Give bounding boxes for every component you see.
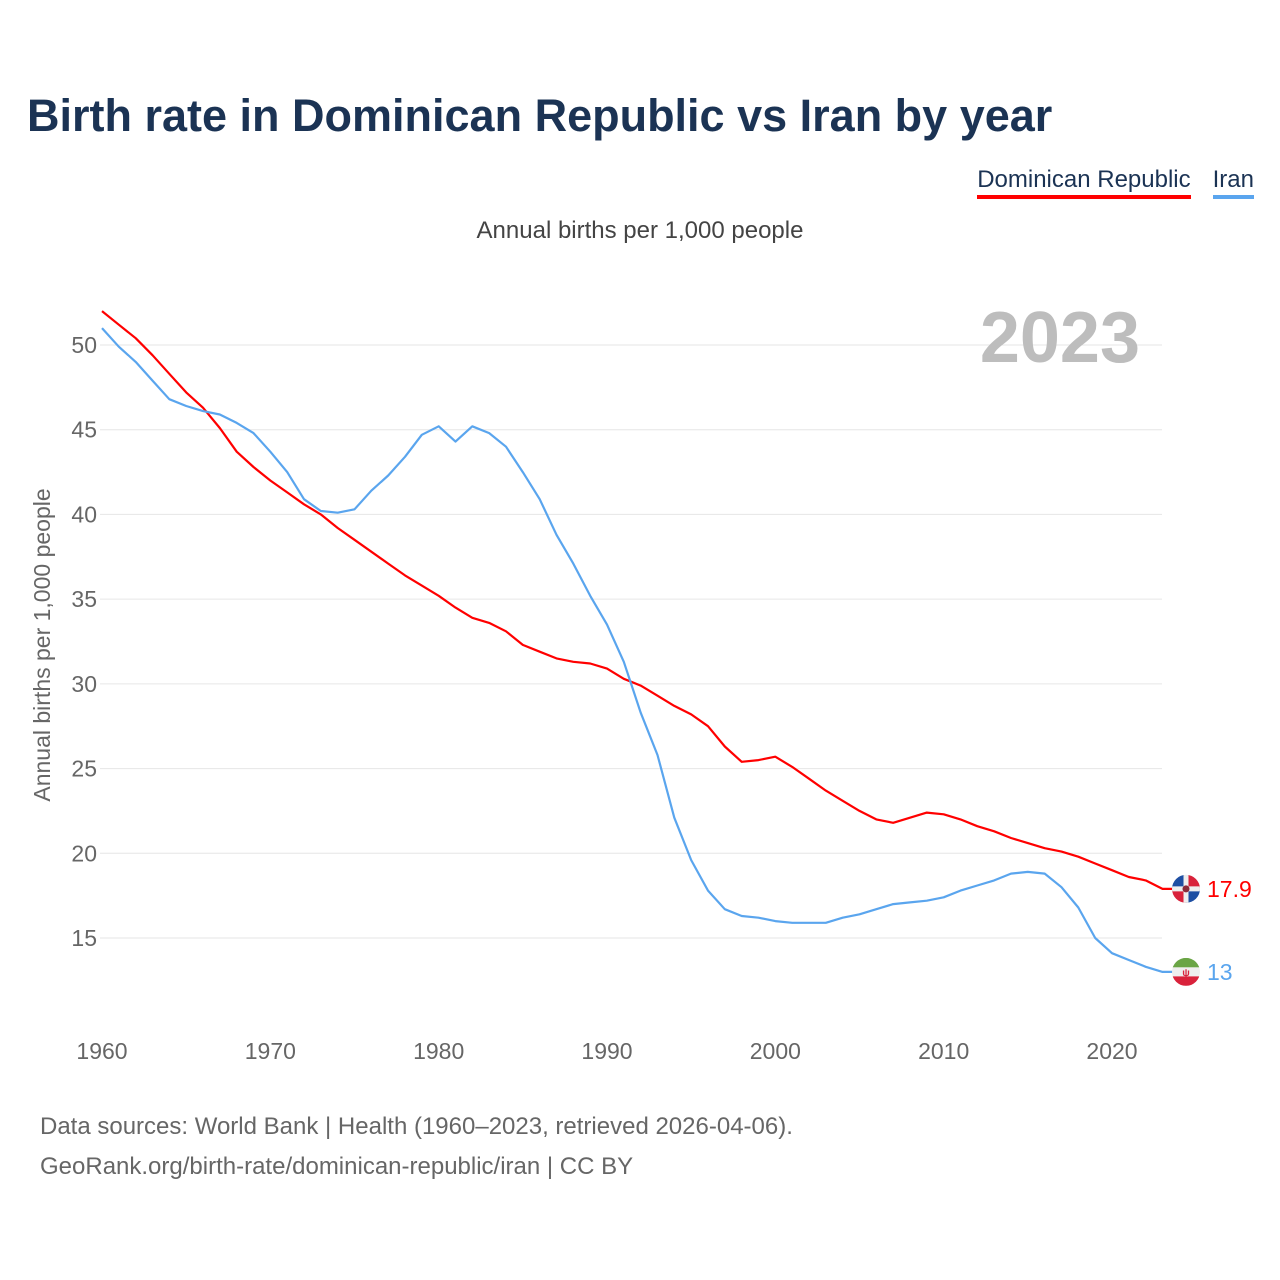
y-tick-label: 25 — [71, 756, 97, 782]
x-tick-label: 2020 — [1086, 1038, 1137, 1064]
x-tick-label: 1980 — [413, 1038, 464, 1064]
legend-item-dominican-republic[interactable]: Dominican Republic — [977, 166, 1191, 199]
x-tick-label: 2000 — [750, 1038, 801, 1064]
end-value-label: 17.9 — [1207, 876, 1252, 902]
svg-text:ψ: ψ — [1182, 968, 1190, 979]
source-line-1: Data sources: World Bank | Health (1960–… — [40, 1113, 793, 1140]
x-tick-label: 1960 — [76, 1038, 127, 1064]
source-line-2[interactable]: GeoRank.org/birth-rate/dominican-republi… — [40, 1153, 634, 1180]
year-label: 2023 — [980, 298, 1140, 378]
legend: Dominican Republic Iran — [977, 166, 1254, 199]
source-note: Data sources: World Bank | Health (1960–… — [40, 1107, 793, 1187]
chart-title: Birth rate in Dominican Republic vs Iran… — [27, 90, 1053, 141]
y-axis-label: Annual births per 1,000 people — [29, 488, 55, 801]
chart-subtitle: Annual births per 1,000 people — [476, 217, 804, 244]
series-line-iran — [101, 327, 1173, 974]
legend-item-iran[interactable]: Iran — [1212, 166, 1254, 199]
y-tick-label: 35 — [71, 586, 97, 612]
series-line-dominican-republic — [101, 310, 1173, 891]
x-tick-label: 2010 — [918, 1038, 969, 1064]
dominican-republic-flag-icon — [1172, 874, 1200, 903]
y-tick-label: 40 — [71, 501, 97, 527]
y-tick-label: 15 — [71, 925, 97, 951]
y-tick-label: 30 — [71, 671, 97, 697]
x-tick-label: 1990 — [581, 1038, 632, 1064]
iran-flag-icon: ψ — [1172, 957, 1200, 986]
y-tick-label: 50 — [71, 332, 97, 358]
y-tick-label: 45 — [71, 417, 97, 443]
end-value-label: 13 — [1207, 959, 1233, 985]
x-tick-label: 1970 — [245, 1038, 296, 1064]
y-tick-label: 20 — [71, 840, 97, 866]
